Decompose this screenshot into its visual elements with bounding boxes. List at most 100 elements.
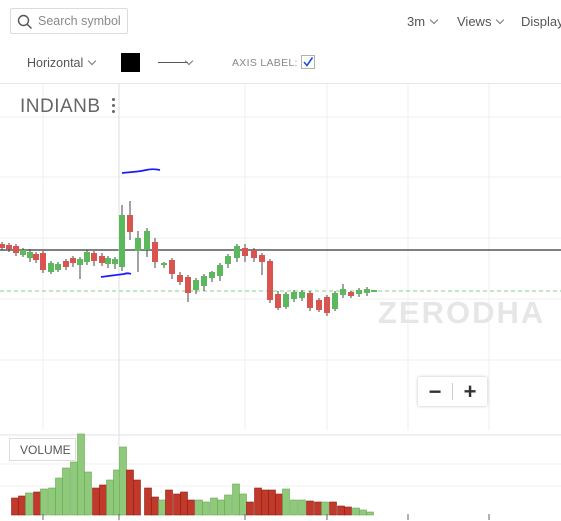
candle-body (91, 253, 97, 261)
volume-bar (18, 495, 26, 516)
volume-bar (224, 494, 232, 516)
volume-bar (187, 499, 195, 516)
volume-bar (239, 493, 247, 516)
candle-body (283, 294, 289, 307)
volume-bar (40, 488, 48, 516)
candle-body (185, 277, 191, 293)
drawing-toolbar: Horizontal (0, 44, 561, 84)
candle-body (119, 215, 125, 267)
volume-bar (290, 499, 298, 516)
zoom-in-button[interactable]: + (463, 379, 477, 404)
zoom-control: − + (418, 377, 487, 406)
volume-bar (306, 500, 314, 516)
display-dropdown[interactable]: Display (521, 14, 561, 29)
candle-body (251, 250, 257, 258)
volume-bar (99, 484, 107, 516)
views-label: Views (457, 14, 492, 29)
candle-body (193, 280, 199, 290)
search-input[interactable] (38, 12, 126, 30)
candle-body (169, 260, 175, 274)
volume-bar (321, 501, 329, 516)
candle-body (0, 244, 5, 248)
more-options-icon[interactable] (112, 98, 116, 116)
volume-bar (329, 501, 337, 516)
candle-body (299, 292, 305, 298)
line-type-dropdown[interactable]: Horizontal (27, 56, 97, 70)
volume-bar (158, 499, 166, 516)
candle-body (242, 248, 248, 256)
volume-bar (151, 496, 159, 516)
volume-bar (133, 479, 141, 516)
volume-bar (48, 487, 56, 516)
volume-bar (165, 489, 173, 516)
freehand-annotation-bottom (100, 272, 132, 278)
volume-label: VOLUME (9, 438, 76, 461)
interval-label: 3m (407, 14, 426, 29)
candle-body (84, 252, 90, 262)
candle-body (234, 246, 240, 258)
candle-body (348, 292, 354, 296)
volume-bar (210, 497, 218, 516)
candle-body (340, 289, 346, 295)
price-chart[interactable] (0, 84, 561, 521)
volume-bars (11, 433, 374, 516)
candle-body (105, 258, 111, 264)
volume-bar (232, 483, 240, 516)
candle-body (217, 265, 223, 276)
candle-body (316, 300, 322, 310)
volume-bar (77, 433, 85, 516)
chevron-down-icon (429, 15, 439, 25)
symbol-title: INDIANB (20, 96, 101, 117)
candle-body (27, 252, 33, 258)
candle-body (144, 231, 150, 250)
volume-bar (106, 479, 114, 516)
candle-body (55, 264, 61, 270)
candle-body (275, 294, 281, 308)
checkmark-icon (303, 57, 314, 67)
candle-body (99, 256, 105, 263)
line-type-label: Horizontal (27, 56, 84, 70)
candle-body (40, 253, 46, 270)
candle-body (112, 259, 118, 264)
candle-body (48, 263, 54, 272)
axis-label-checkbox[interactable] (301, 55, 315, 69)
volume-bar (202, 501, 210, 516)
candle-body (259, 255, 265, 262)
interval-dropdown[interactable]: 3m (407, 14, 439, 29)
views-dropdown[interactable]: Views (457, 14, 505, 29)
volume-bar (314, 501, 322, 516)
volume-bar (352, 507, 360, 516)
volume-bar (298, 499, 306, 516)
volume-bar (33, 491, 41, 516)
volume-bar (268, 489, 276, 516)
candle-body (364, 289, 370, 293)
volume-bar (173, 493, 181, 516)
chevron-down-icon (496, 15, 505, 25)
top-bar: 3m Views Display (0, 0, 561, 44)
volume-bar (180, 491, 188, 516)
volume-bar (55, 477, 63, 516)
volume-bar (282, 488, 290, 516)
candle-body (209, 272, 215, 278)
color-swatch[interactable] (121, 53, 140, 72)
watermark: ZERODHA (378, 295, 546, 330)
candle-body (291, 292, 297, 299)
line-style-picker[interactable] (158, 62, 188, 63)
zoom-out-button[interactable]: − (428, 379, 442, 404)
candle-body (307, 293, 313, 308)
chevron-down-icon (88, 56, 97, 66)
candle-body (356, 290, 362, 294)
candle-body (135, 238, 141, 251)
volume-bar (344, 506, 352, 516)
candle-body (267, 261, 273, 300)
volume-bar (275, 493, 283, 516)
volume-bar (84, 471, 92, 516)
candle-body (70, 258, 76, 263)
candle-body (152, 242, 158, 262)
zoom-separator (452, 383, 453, 400)
volume-bar (359, 509, 367, 516)
candle-body (225, 256, 231, 264)
search-box[interactable] (10, 8, 128, 34)
volume-bar (62, 467, 70, 516)
volume-bar (92, 487, 100, 516)
